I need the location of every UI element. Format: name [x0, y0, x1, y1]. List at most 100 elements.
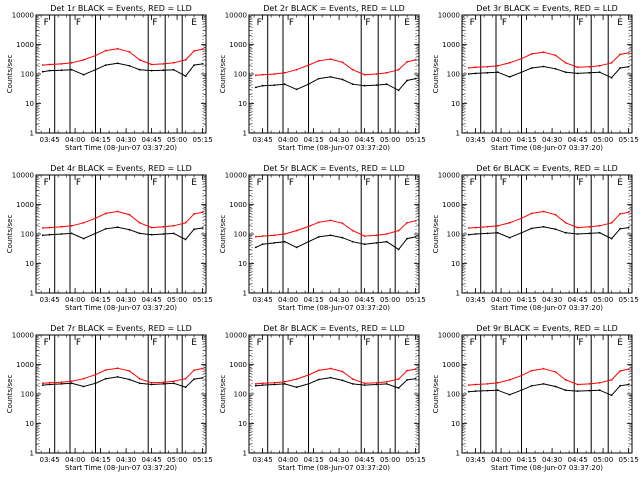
- lld-point: [60, 225, 63, 228]
- events-point: [283, 383, 286, 385]
- panel-title: Det 4r BLACK = Events, RED = LLD: [50, 164, 192, 173]
- x-tick-label: 04:45: [355, 456, 375, 464]
- events-point: [508, 393, 511, 396]
- events-point: [48, 383, 51, 386]
- events-point: [496, 231, 499, 234]
- flag-label: F: [76, 178, 81, 188]
- events-point: [530, 227, 533, 230]
- events-point: [496, 389, 499, 392]
- lld-point: [295, 229, 298, 232]
- x-tick-label: 05:15: [193, 136, 213, 144]
- x-tick-label: 04:00: [491, 296, 511, 304]
- y-axis-label: Counts/sec: [6, 215, 14, 254]
- events-point: [283, 83, 286, 86]
- events-point: [60, 383, 63, 385]
- events-point: [610, 237, 613, 240]
- x-tick-label: 04:30: [542, 456, 562, 464]
- flag-label: F: [365, 18, 370, 28]
- events-point: [116, 376, 119, 378]
- y-axis-label: Counts/sec: [6, 55, 14, 94]
- x-tick-label: 04:00: [278, 296, 298, 304]
- events-point: [474, 72, 477, 75]
- lld-point: [48, 226, 51, 229]
- flag-label: E: [191, 18, 197, 28]
- events-point: [467, 390, 470, 393]
- lld-point: [363, 382, 366, 385]
- y-tick-label: 100: [234, 391, 247, 399]
- x-tick-label: 05:00: [380, 456, 400, 464]
- events-point: [94, 68, 97, 71]
- events-point: [254, 246, 257, 249]
- panel-title: Det 2r BLACK = Events, RED = LLD: [263, 4, 405, 13]
- y-tick-label: 10: [25, 100, 34, 108]
- flag-label: F: [365, 178, 370, 188]
- lld-point: [261, 73, 264, 76]
- x-axis-label: Start Time (08-Jun-07 03:37:20): [491, 464, 603, 472]
- x-tick-label: 05:15: [406, 136, 426, 144]
- x-tick-label: 04:15: [304, 456, 324, 464]
- x-axis-label: Start Time (08-Jun-07 03:37:20): [278, 304, 390, 312]
- lld-point: [554, 371, 557, 373]
- lld-point: [542, 51, 545, 54]
- events-point: [486, 232, 489, 235]
- lld-point: [351, 68, 354, 71]
- flag-label: E: [404, 338, 410, 348]
- x-tick-label: 04:15: [91, 296, 111, 304]
- lld-point: [273, 234, 276, 237]
- series-lld-line: [42, 210, 203, 229]
- x-axis-label: Start Time (08-Jun-07 03:37:20): [491, 304, 603, 312]
- lld-point: [150, 63, 153, 66]
- x-tick-label: 04:30: [116, 296, 136, 304]
- x-tick-label: 04:00: [278, 456, 298, 464]
- events-point: [397, 387, 400, 389]
- x-tick-label: 05:00: [380, 136, 400, 144]
- y-tick-label: 1: [30, 130, 34, 138]
- y-tick-label: 10: [238, 260, 247, 268]
- x-tick-label: 03:45: [253, 456, 273, 464]
- events-point: [48, 69, 51, 72]
- events-point: [406, 79, 408, 82]
- lld-point: [576, 383, 579, 386]
- events-point: [116, 226, 119, 229]
- lld-point: [48, 381, 51, 384]
- lld-point: [283, 380, 286, 383]
- events-point: [520, 231, 523, 234]
- lld-point: [70, 61, 73, 64]
- lld-point: [385, 380, 388, 383]
- lld-point: [397, 229, 400, 232]
- flag-label: F: [152, 178, 157, 188]
- lld-point: [116, 210, 119, 213]
- lld-point: [104, 369, 107, 371]
- x-axis-label: Start Time (08-Jun-07 03:37:20): [278, 464, 390, 472]
- panel-8: Det 8r BLACK = Events, RED = LLD 1 10 100 10…: [219, 324, 426, 472]
- lld-point: [508, 221, 511, 224]
- events-point: [70, 232, 73, 235]
- events-point: [94, 232, 97, 235]
- x-tick-label: 03:45: [40, 296, 60, 304]
- x-tick-label: 04:00: [65, 296, 85, 304]
- panel-title: Det 5r BLACK = Events, RED = LLD: [263, 164, 405, 173]
- lld-point: [619, 53, 621, 56]
- x-tick-label: 05:15: [193, 296, 213, 304]
- lld-point: [70, 380, 73, 383]
- x-axis-label: Start Time (08-Jun-07 03:37:20): [278, 144, 390, 152]
- flag-label: F: [44, 178, 49, 188]
- events-point: [329, 376, 332, 379]
- events-point: [351, 83, 354, 86]
- lld-point: [94, 373, 97, 376]
- events-point: [474, 390, 477, 392]
- y-tick-label: 10: [451, 100, 460, 108]
- lld-point: [610, 61, 613, 64]
- y-tick-label: 100: [21, 71, 34, 79]
- lld-point: [363, 235, 366, 238]
- lld-point: [508, 379, 511, 381]
- y-tick-label: 100: [21, 231, 34, 239]
- lld-point: [610, 379, 613, 381]
- lld-point: [254, 383, 257, 385]
- lld-point: [193, 369, 196, 372]
- lld-point: [588, 383, 591, 385]
- events-point: [138, 232, 141, 235]
- lld-point: [41, 382, 44, 385]
- panel-title: Det 7r BLACK = Events, RED = LLD: [50, 324, 192, 333]
